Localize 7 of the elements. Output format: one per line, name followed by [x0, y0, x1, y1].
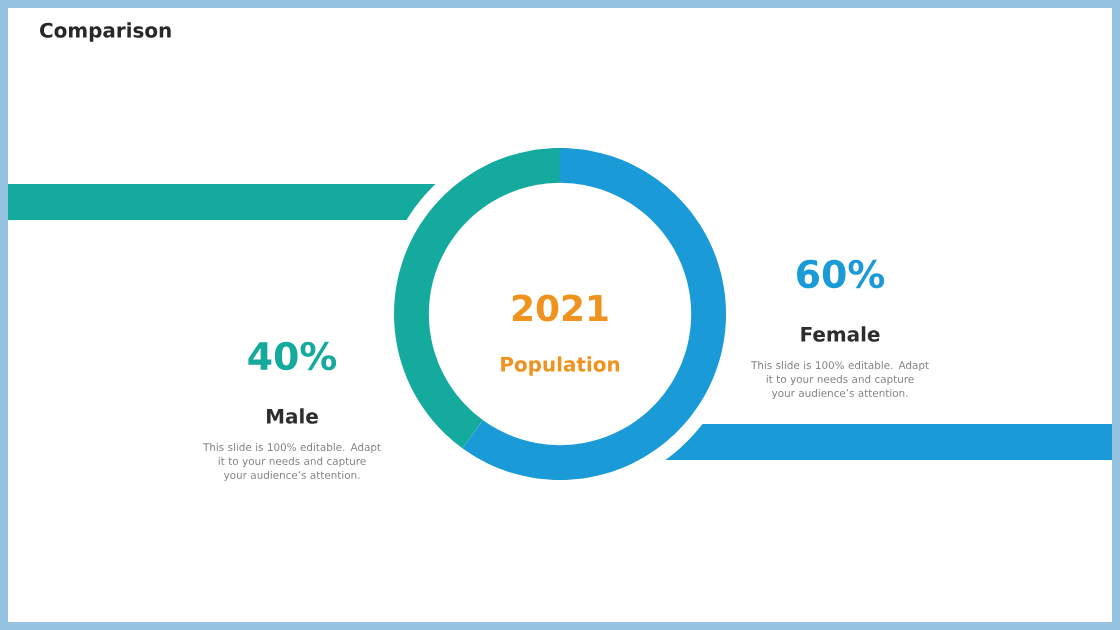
text: 2021 [512, 294, 608, 322]
slice-label: Male [267, 408, 318, 424]
text: Population [501, 356, 620, 376]
chart-title: Comparison [40, 22, 171, 42]
slice-label: Female [801, 326, 880, 342]
data-label: 60% [797, 259, 885, 289]
data-label: 40% [248, 341, 337, 371]
